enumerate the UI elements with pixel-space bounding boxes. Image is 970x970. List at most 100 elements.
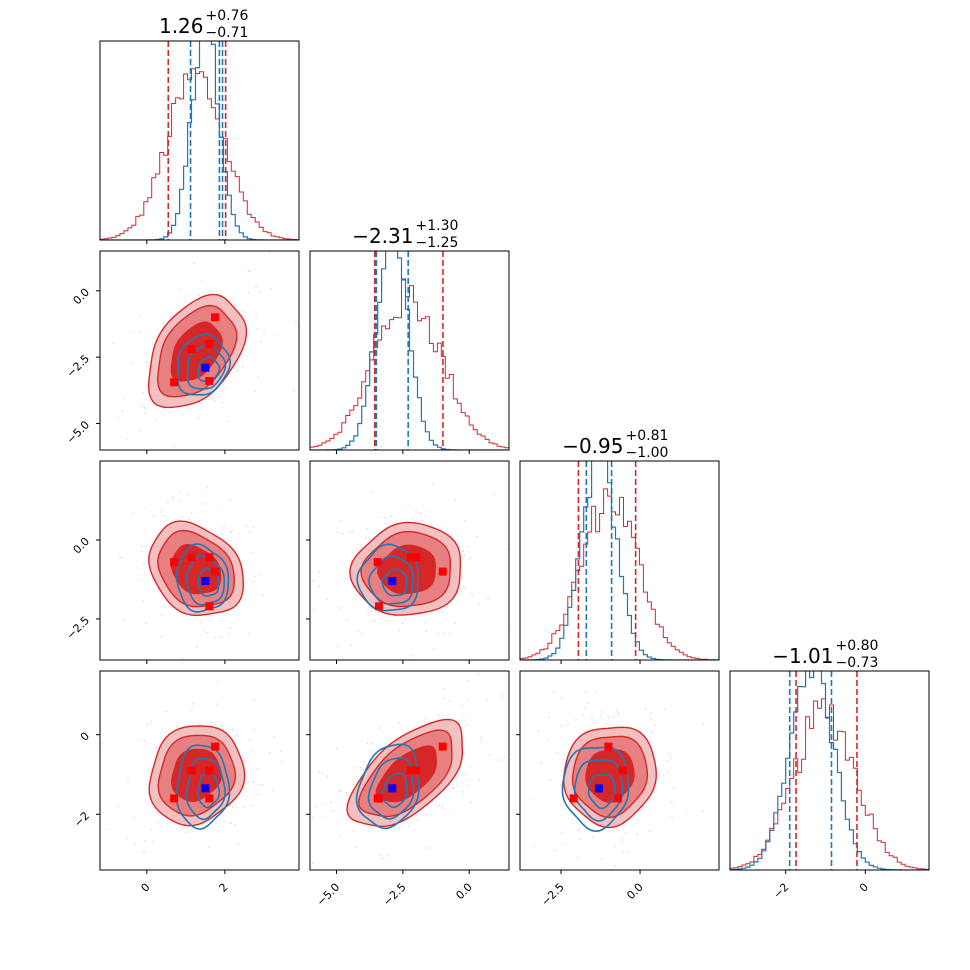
- scatter-point: [156, 811, 158, 814]
- histogram-panel-3: [520, 461, 719, 660]
- panel-frame: [519, 460, 720, 661]
- scatter-point: [442, 697, 445, 700]
- scatter-point: [145, 622, 148, 625]
- scatter-point: [213, 637, 216, 639]
- panel-frame: [729, 670, 930, 871]
- scatter-point: [346, 618, 349, 621]
- scatter-point: [463, 752, 465, 754]
- scatter-point: [188, 293, 191, 296]
- scatter-panel-4-3: [503, 690, 705, 897]
- scatter-point: [463, 519, 466, 522]
- scatter-point: [437, 632, 440, 634]
- scatter-point: [613, 845, 616, 847]
- scatter-point: [276, 333, 278, 336]
- scatter-point: [621, 839, 624, 841]
- scatter-point: [478, 779, 481, 782]
- scatter-point: [428, 847, 431, 849]
- scatter-point: [145, 507, 148, 510]
- scatter-point: [229, 626, 232, 629]
- scatter-panel-4-1: [100, 682, 283, 854]
- scatter-point: [177, 499, 180, 502]
- scatter-point: [409, 654, 412, 657]
- red-marker: [373, 558, 382, 567]
- scatter-point: [178, 289, 181, 292]
- scatter-point: [339, 520, 342, 523]
- red-marker: [406, 553, 415, 562]
- title-plus-error: +0.81: [626, 428, 669, 444]
- scatter-point: [446, 605, 448, 608]
- scatter-point: [233, 824, 236, 826]
- scatter-point: [384, 516, 387, 519]
- scatter-point: [550, 778, 553, 781]
- red-marker: [375, 602, 383, 611]
- scatter-point: [541, 535, 543, 537]
- scatter-point: [467, 785, 470, 787]
- scatter-point: [593, 895, 595, 897]
- scatter-point: [425, 514, 427, 517]
- scatter-point: [336, 747, 338, 750]
- scatter-point: [181, 657, 183, 660]
- scatter-point: [485, 699, 488, 702]
- scatter-point: [213, 397, 215, 399]
- red-marker: [406, 766, 415, 775]
- scatter-point: [498, 759, 501, 761]
- scatter-point: [380, 516, 383, 519]
- scatter-point: [627, 850, 630, 853]
- scatter-point: [465, 774, 467, 776]
- scatter-point: [371, 610, 374, 613]
- scatter-point: [345, 791, 348, 794]
- reference-contour-line: [357, 729, 453, 818]
- scatter-point: [224, 247, 226, 249]
- red-marker: [438, 567, 447, 576]
- scatter-point: [408, 825, 410, 827]
- scatter-point: [295, 321, 297, 323]
- scatter-point: [554, 849, 557, 852]
- scatter-point: [204, 503, 207, 505]
- y-tick-label: −5.0: [64, 418, 92, 446]
- scatter-point: [650, 717, 653, 720]
- scatter-point: [432, 483, 434, 486]
- scatter-point: [425, 630, 427, 632]
- scatter-point: [163, 407, 166, 410]
- scatter-point: [227, 420, 230, 423]
- scatter-point: [449, 631, 451, 634]
- scatter-point: [251, 551, 254, 554]
- scatter-point: [208, 846, 210, 849]
- scatter-point: [437, 714, 440, 717]
- panel-frame: [309, 250, 510, 451]
- scatter-point: [419, 512, 422, 514]
- scatter-point: [242, 310, 244, 312]
- scatter-point: [138, 739, 140, 741]
- scatter-point: [469, 557, 471, 559]
- scatter-point: [163, 606, 166, 608]
- scatter-point: [187, 406, 190, 409]
- scatter-point: [234, 304, 237, 306]
- scatter-point: [268, 251, 271, 254]
- title-plus-error: +0.80: [836, 638, 879, 654]
- scatter-point: [615, 709, 618, 712]
- scatter-point: [369, 611, 372, 613]
- scatter-point: [162, 514, 165, 517]
- scatter-point: [261, 783, 264, 786]
- posterior-contour-line: [356, 543, 419, 612]
- scatter-point: [685, 809, 688, 812]
- x-tick-label: 0.0: [624, 881, 646, 903]
- scatter-point: [503, 765, 505, 767]
- scatter-point: [229, 531, 232, 534]
- scatter-point: [701, 809, 704, 812]
- scatter-point: [247, 781, 250, 783]
- scatter-point: [232, 728, 235, 731]
- scatter-panel-4-2: [311, 672, 506, 864]
- scatter-point: [166, 827, 169, 830]
- scatter-point: [134, 843, 136, 846]
- scatter-point: [462, 791, 465, 793]
- scatter-point: [157, 822, 160, 824]
- scatter-point: [141, 550, 143, 552]
- reference-contour-line: [157, 734, 237, 817]
- scatter-point: [466, 679, 469, 682]
- scatter-point: [487, 598, 489, 601]
- scatter-point: [329, 802, 332, 804]
- scatter-point: [472, 594, 475, 596]
- scatter-point: [402, 824, 404, 827]
